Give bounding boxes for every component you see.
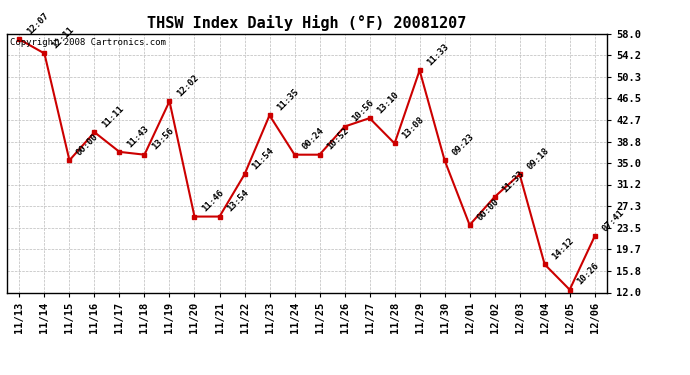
Text: 11:33: 11:33: [500, 169, 526, 194]
Text: 10:56: 10:56: [350, 98, 375, 124]
Text: 12:02: 12:02: [175, 73, 200, 99]
Text: 10:26: 10:26: [575, 261, 600, 287]
Text: 11:46: 11:46: [200, 188, 226, 214]
Title: THSW Index Daily High (°F) 20081207: THSW Index Daily High (°F) 20081207: [148, 15, 466, 31]
Text: 11:33: 11:33: [425, 42, 451, 68]
Text: 13:10: 13:10: [375, 90, 400, 116]
Text: 11:11: 11:11: [100, 104, 126, 129]
Text: 11:43: 11:43: [125, 124, 150, 149]
Text: 09:18: 09:18: [525, 146, 551, 172]
Text: 07:41: 07:41: [600, 208, 626, 234]
Text: 00:24: 00:24: [300, 126, 326, 152]
Text: 13:54: 13:54: [225, 188, 250, 214]
Text: 14:12: 14:12: [550, 236, 575, 262]
Text: 11:54: 11:54: [250, 146, 275, 172]
Text: 11:35: 11:35: [275, 87, 300, 112]
Text: 12:11: 12:11: [50, 25, 75, 51]
Text: 13:56: 13:56: [150, 126, 175, 152]
Text: 00:00: 00:00: [75, 132, 100, 158]
Text: 00:00: 00:00: [475, 197, 500, 222]
Text: 10:52: 10:52: [325, 126, 351, 152]
Text: 13:08: 13:08: [400, 115, 426, 141]
Text: 12:07: 12:07: [25, 11, 50, 37]
Text: Copyright 2008 Cartronics.com: Copyright 2008 Cartronics.com: [10, 38, 166, 46]
Text: 09:23: 09:23: [450, 132, 475, 158]
